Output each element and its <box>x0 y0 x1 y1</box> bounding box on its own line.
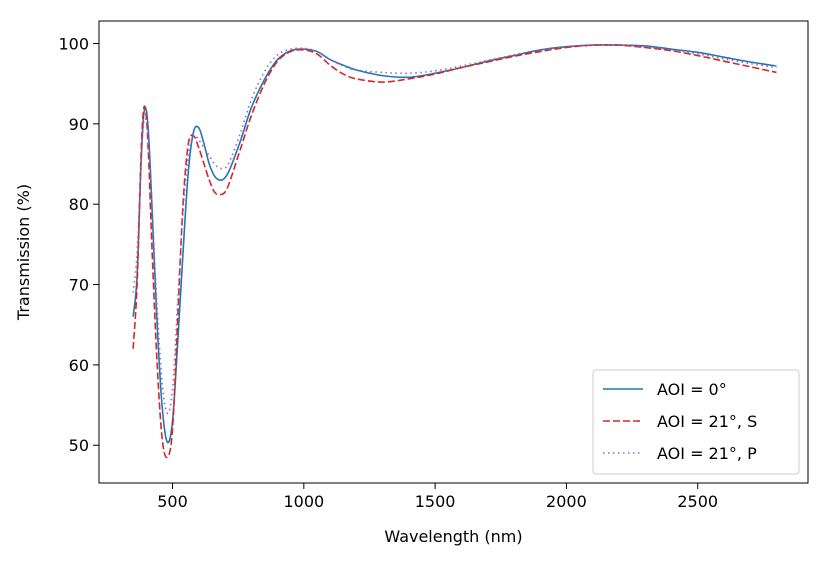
x-tick-label: 1000 <box>283 492 324 511</box>
y-tick-label: 70 <box>69 276 89 295</box>
x-tick-label: 500 <box>157 492 188 511</box>
y-axis-label: Transmission (%) <box>14 184 33 321</box>
legend-label-2: AOI = 21°, S <box>657 412 757 431</box>
x-tick-label: 2000 <box>546 492 587 511</box>
y-tick-label: 50 <box>69 436 89 455</box>
legend-label-1: AOI = 0° <box>657 380 727 399</box>
series-line-2 <box>132 44 777 459</box>
y-tick-label: 80 <box>69 195 89 214</box>
y-tick-label: 90 <box>69 115 89 134</box>
y-tick-label: 100 <box>58 34 89 53</box>
y-tick-label: 60 <box>69 356 89 375</box>
x-tick-label: 1500 <box>415 492 456 511</box>
x-axis-label: Wavelength (nm) <box>384 527 522 546</box>
x-axis: 500 1000 1500 2000 2500 <box>157 483 718 511</box>
legend-box <box>592 369 800 475</box>
y-axis: 50 60 70 80 90 100 <box>58 34 99 455</box>
legend: AOI = 0° AOI = 21°, S AOI = 21°, P <box>592 369 800 475</box>
plot-frame <box>98 20 809 484</box>
series-line-3 <box>132 44 777 415</box>
series-lines <box>132 44 777 459</box>
x-tick-label: 2500 <box>677 492 718 511</box>
legend-label-3: AOI = 21°, P <box>657 444 757 463</box>
